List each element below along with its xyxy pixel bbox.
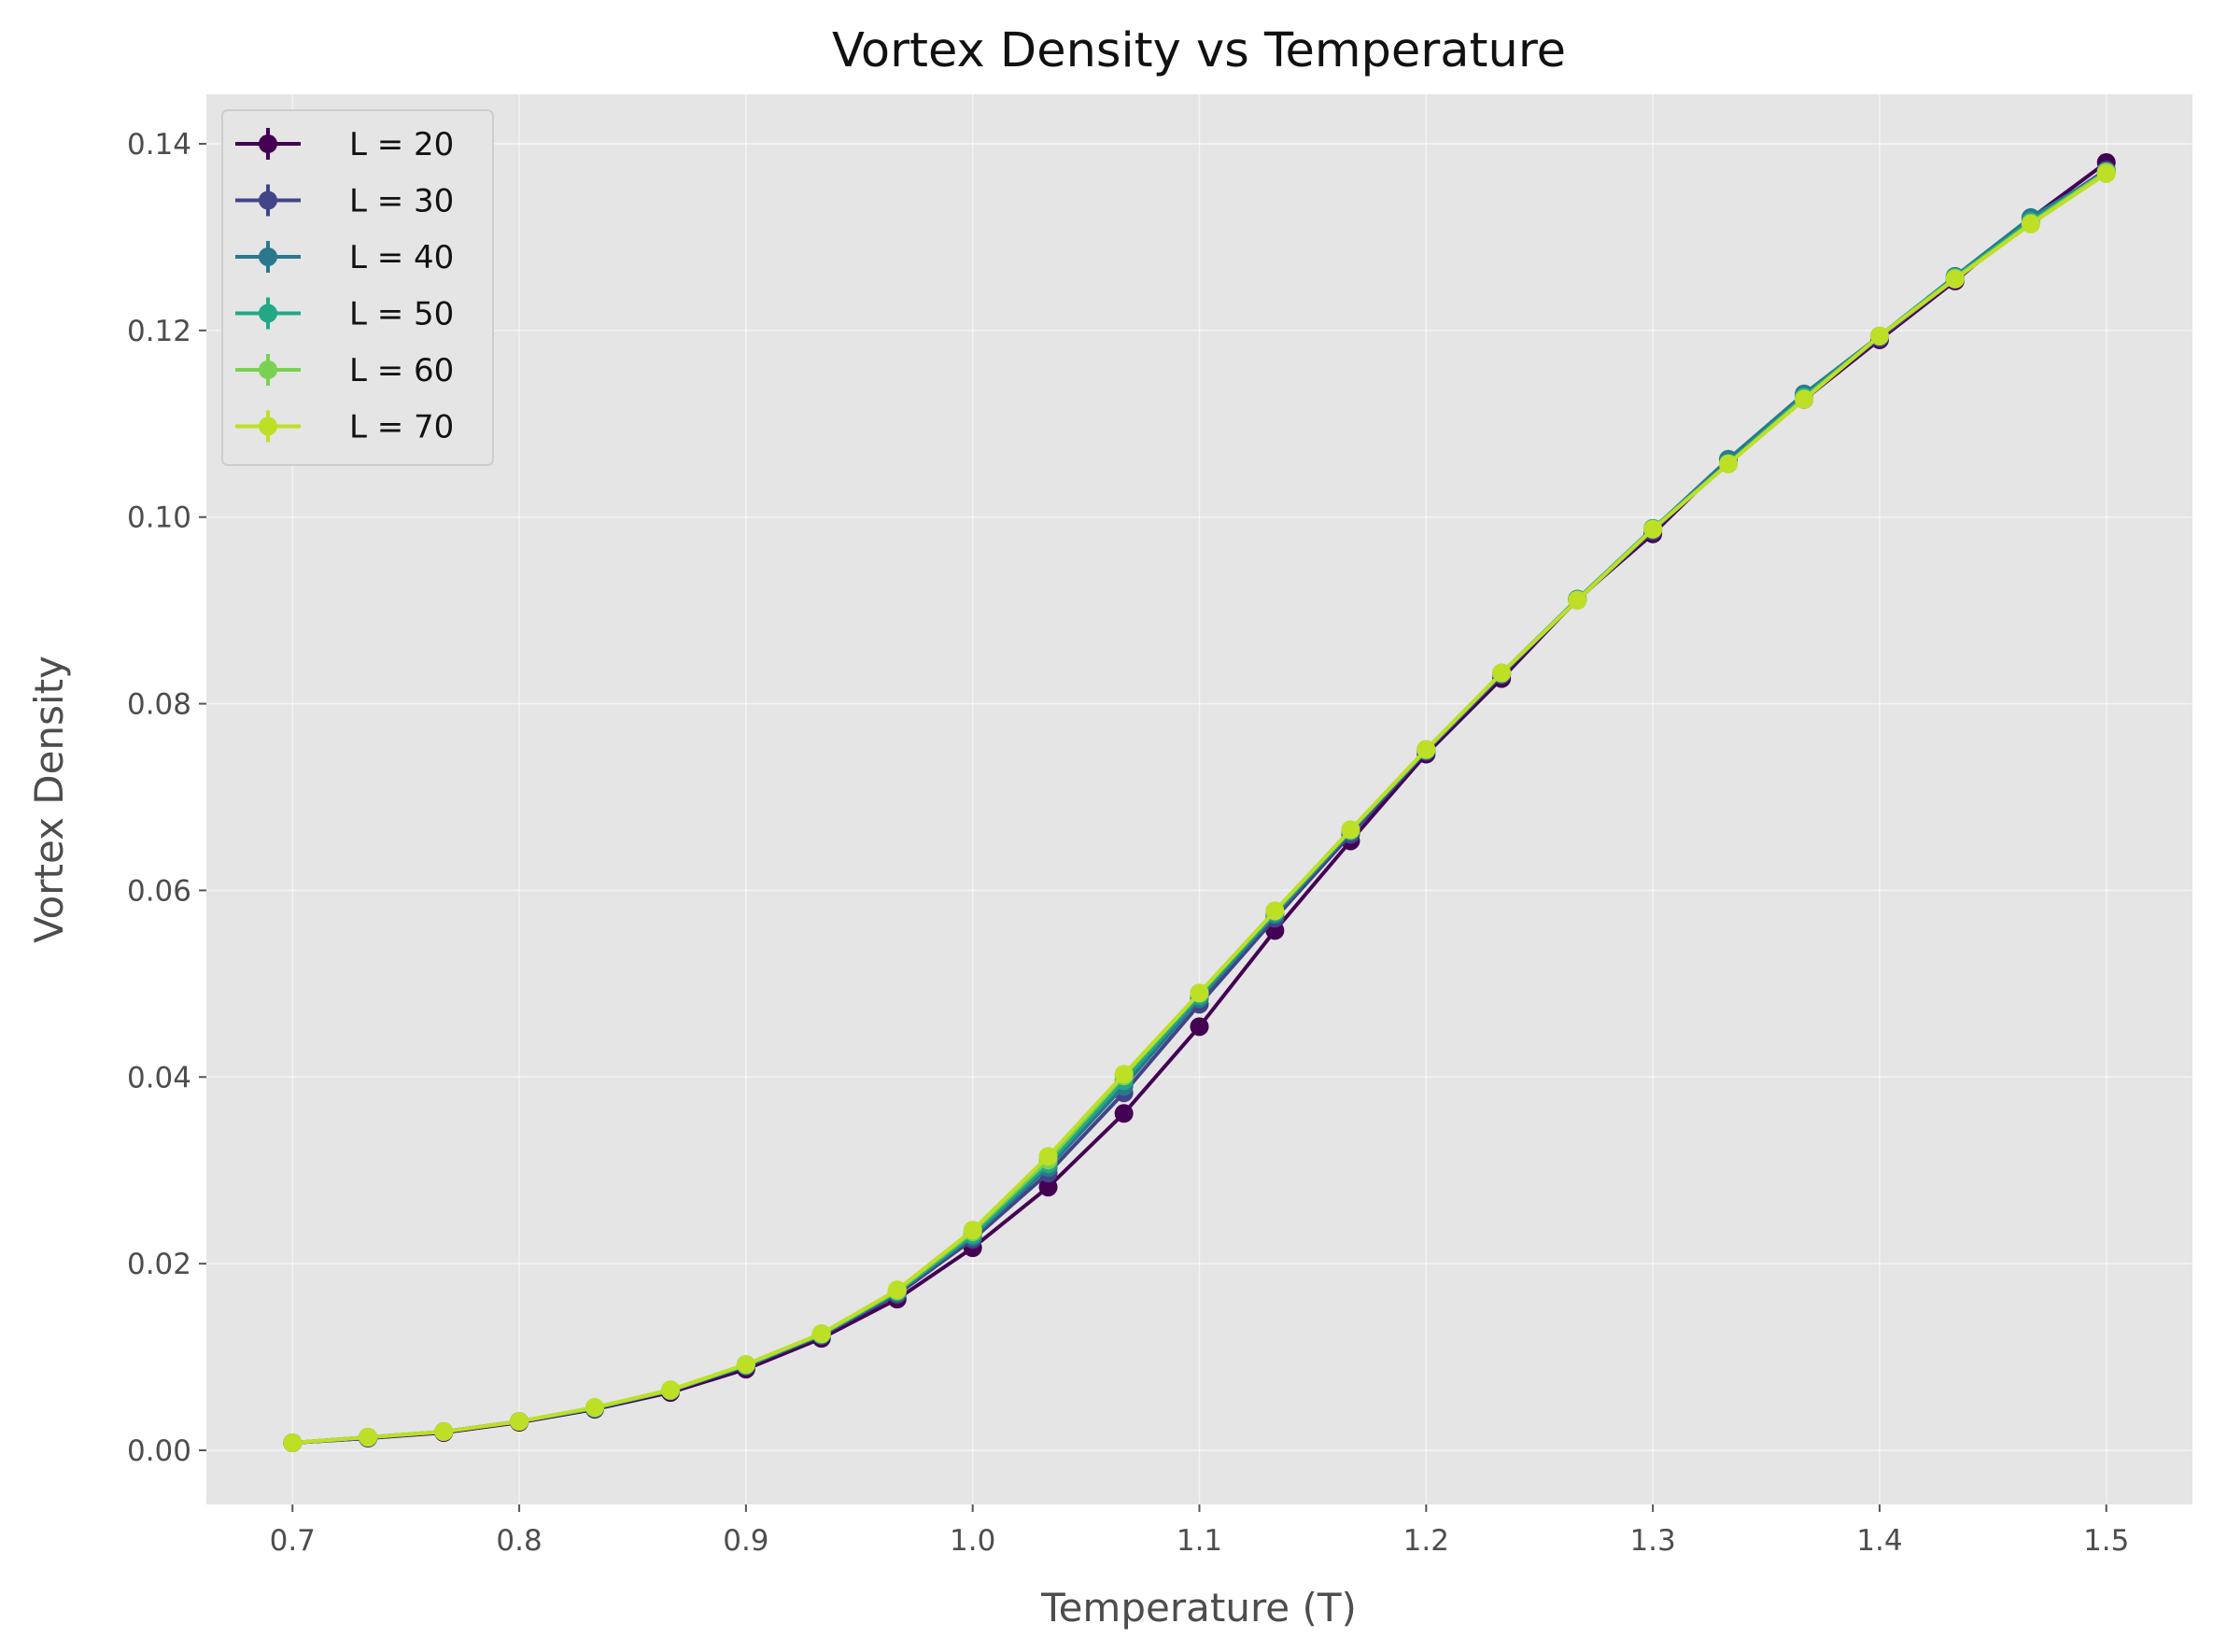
data-point xyxy=(1568,590,1587,610)
x-axis-ticks: 0.7 0.8 0.9 1.0 1.1 1.2 1.3 1.4 1.5 xyxy=(270,1504,2129,1558)
data-point xyxy=(736,1355,755,1375)
y-tick-label: 0.08 xyxy=(127,688,191,722)
legend-item: L = 70 xyxy=(235,409,454,446)
data-point xyxy=(1869,326,1889,346)
legend-marker xyxy=(259,247,277,266)
y-tick-label: 0.04 xyxy=(127,1061,191,1094)
legend-label: L = 70 xyxy=(349,409,454,446)
legend-item: L = 30 xyxy=(235,183,454,220)
data-point xyxy=(283,1433,303,1453)
data-point xyxy=(1190,983,1209,1003)
data-point xyxy=(1038,1178,1058,1197)
legend-label: L = 20 xyxy=(349,126,454,163)
legend-marker xyxy=(259,360,277,379)
legend-label: L = 50 xyxy=(349,296,454,333)
data-point xyxy=(1038,1147,1058,1166)
legend: L = 20 L = 30 L = 40 L = 50 L = 60 L = 70 xyxy=(221,109,494,466)
x-tick-label: 0.7 xyxy=(270,1524,316,1558)
legend-item: L = 40 xyxy=(235,239,454,276)
legend-label: L = 30 xyxy=(349,183,454,220)
legend-marker xyxy=(259,417,277,436)
x-tick-label: 1.5 xyxy=(2083,1524,2129,1558)
x-axis-title: Temperature (T) xyxy=(1040,1585,1357,1631)
y-axis-title: Vortex Density xyxy=(26,656,72,943)
data-point xyxy=(359,1428,378,1447)
x-tick-label: 1.4 xyxy=(1856,1524,1902,1558)
chart-title: Vortex Density vs Temperature xyxy=(832,23,1566,78)
legend-label: L = 60 xyxy=(349,352,454,389)
x-tick-label: 1.3 xyxy=(1629,1524,1675,1558)
data-point xyxy=(963,1221,982,1240)
x-tick-label: 1.1 xyxy=(1177,1524,1222,1558)
legend-item: L = 20 xyxy=(235,126,454,163)
legend-label: L = 40 xyxy=(349,239,454,276)
y-tick-label: 0.06 xyxy=(127,874,191,908)
data-point xyxy=(1492,663,1512,683)
data-point xyxy=(1417,740,1436,759)
y-tick-label: 0.12 xyxy=(127,315,191,348)
legend-marker xyxy=(259,191,277,210)
data-point xyxy=(1643,519,1663,539)
data-point xyxy=(510,1412,529,1432)
x-tick-label: 1.0 xyxy=(950,1524,995,1558)
series-6 xyxy=(283,163,2116,1453)
data-point xyxy=(434,1422,454,1442)
data-point xyxy=(2096,163,2116,183)
legend-marker xyxy=(259,304,277,323)
x-tick-label: 0.8 xyxy=(496,1524,542,1558)
y-tick-label: 0.10 xyxy=(127,501,191,535)
data-point xyxy=(1190,1017,1209,1037)
data-point xyxy=(887,1280,907,1300)
data-point xyxy=(1718,454,1738,473)
data-point xyxy=(1114,1065,1134,1084)
data-point xyxy=(661,1380,681,1400)
y-axis-ticks: 0.00 0.02 0.04 0.06 0.08 0.10 0.12 0.14 xyxy=(127,128,206,1468)
data-point xyxy=(1265,901,1285,921)
y-tick-label: 0.00 xyxy=(127,1434,191,1468)
y-tick-label: 0.02 xyxy=(127,1248,191,1281)
data-point xyxy=(1945,269,1965,289)
data-point xyxy=(1795,389,1814,409)
data-point xyxy=(1341,820,1360,840)
data-point xyxy=(1114,1104,1134,1123)
legend-marker xyxy=(259,134,277,153)
x-tick-label: 1.2 xyxy=(1403,1524,1449,1558)
data-point xyxy=(2021,214,2040,233)
x-tick-label: 0.9 xyxy=(723,1524,768,1558)
y-tick-label: 0.14 xyxy=(127,128,191,162)
data-point xyxy=(811,1324,831,1344)
data-point xyxy=(585,1398,604,1418)
series-layer xyxy=(283,152,2116,1453)
legend-item: L = 60 xyxy=(235,352,454,389)
legend-item: L = 50 xyxy=(235,296,454,333)
